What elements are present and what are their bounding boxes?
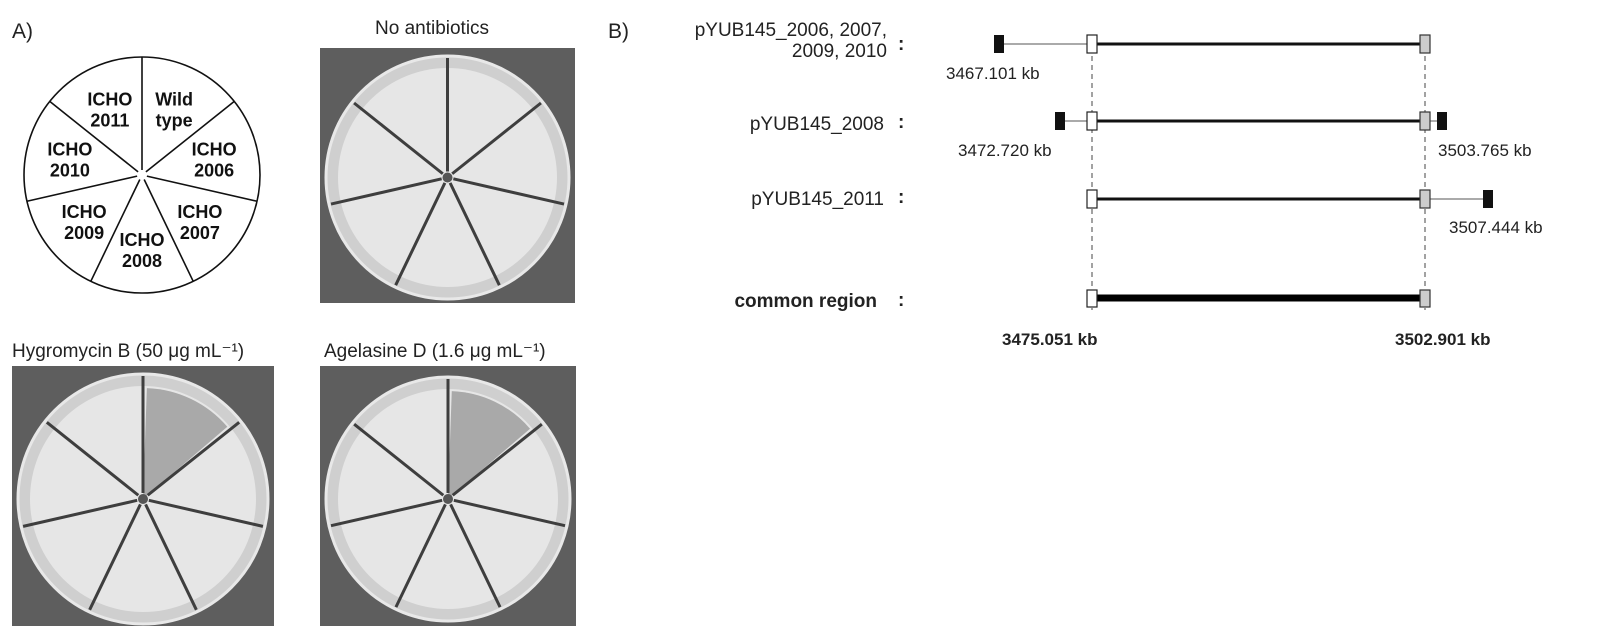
sector-divider xyxy=(451,423,543,497)
sector-divider xyxy=(448,182,501,286)
wheel-sector-label: ICHO 2008 xyxy=(120,230,165,271)
end-marker xyxy=(1483,190,1493,208)
row-label-2011: pYUB145_2011 xyxy=(751,189,884,210)
sector-divider xyxy=(449,503,502,608)
wheel-divider xyxy=(143,179,194,282)
wheel-divider xyxy=(146,175,258,203)
wheel-divider xyxy=(90,179,141,282)
insert-map xyxy=(994,34,1493,310)
wheel-sector-label: ICHO 2011 xyxy=(87,89,132,130)
sector-divider xyxy=(330,177,442,206)
start-box xyxy=(1086,34,1098,54)
plate-photo-hygromycin xyxy=(12,366,274,626)
wheel-sector-label: Wild type xyxy=(155,89,193,130)
wheel-divider xyxy=(26,175,138,203)
sector-divider xyxy=(394,503,447,608)
common-region-label: common region xyxy=(734,291,877,312)
wheel-sector-label: ICHO 2009 xyxy=(62,202,107,243)
sector-divider xyxy=(353,423,445,497)
end-marker xyxy=(1437,112,1447,130)
panel-b-label: B) xyxy=(608,20,629,43)
coordinate-label: 3507.444 kb xyxy=(1449,218,1543,237)
sector-divider xyxy=(453,177,565,206)
common-end-label: 3502.901 kb xyxy=(1395,330,1491,349)
row-label-2008: pYUB145_2008 xyxy=(749,114,884,135)
strain-layout-wheel: Wild type ICHO 2006 ICHO 2007 ICHO 2008 ICHO 2009… xyxy=(23,56,261,294)
plate-center xyxy=(442,172,453,183)
coordinate-label: 3467.101 kb xyxy=(946,64,1040,83)
end-box xyxy=(1419,189,1431,209)
sector-divider xyxy=(353,101,444,175)
start-box xyxy=(1086,111,1098,131)
sector-divider xyxy=(148,498,264,528)
row-colon: : xyxy=(898,34,905,55)
end-box xyxy=(1419,34,1431,54)
resistant-sector xyxy=(143,388,228,499)
plate-title-hygromycin: Hygromycin B (50 μg mL⁻¹) xyxy=(12,341,245,362)
start-box xyxy=(1086,189,1098,209)
sector-divider xyxy=(144,503,198,611)
wheel-sector-label: ICHO 2007 xyxy=(177,202,222,243)
sector-divider xyxy=(451,101,542,175)
plate-title-agelasine: Agelasine D (1.6 μg mL⁻¹) xyxy=(324,341,546,362)
common-start-label: 3475.051 kb xyxy=(1002,330,1098,349)
row-colon: : xyxy=(898,187,905,208)
wheel-sector-label: ICHO 2006 xyxy=(192,140,237,181)
sector-divider xyxy=(146,421,241,497)
plate-photo-agelasine xyxy=(320,366,576,626)
plate-center xyxy=(443,494,453,504)
start-box xyxy=(1086,289,1098,308)
row-colon: : xyxy=(898,290,905,311)
sector-divider xyxy=(394,182,447,286)
row-label-line1: pYUB145_2006, 2007, xyxy=(694,20,887,41)
end-marker xyxy=(994,35,1004,53)
sector-divider xyxy=(45,421,140,497)
plate-center xyxy=(138,494,148,504)
wheel-divider xyxy=(49,100,139,173)
coordinate-label: 3472.720 kb xyxy=(958,141,1052,160)
coordinate-label: 3503.765 kb xyxy=(1438,141,1532,160)
row-label-line2: 2009, 2010 xyxy=(791,41,887,62)
wheel-sector-label: ICHO 2010 xyxy=(47,140,92,181)
row-colon: : xyxy=(898,112,905,133)
plate-photo-no-antibiotics xyxy=(320,48,575,303)
end-marker xyxy=(1055,112,1065,130)
plate-title-no-antibiotics: No antibiotics xyxy=(375,18,490,39)
sector-divider xyxy=(453,498,566,528)
panel-a-label: A) xyxy=(12,20,33,43)
sector-divider xyxy=(22,498,138,528)
end-box xyxy=(1419,111,1431,131)
end-box xyxy=(1419,289,1431,308)
sector-divider xyxy=(330,498,443,528)
resistant-sector xyxy=(448,391,531,499)
sector-divider xyxy=(88,503,142,611)
wheel-divider xyxy=(145,100,235,173)
row-label-2006-2010: pYUB145_2006, 2007, 2009, 2010 xyxy=(695,20,887,62)
